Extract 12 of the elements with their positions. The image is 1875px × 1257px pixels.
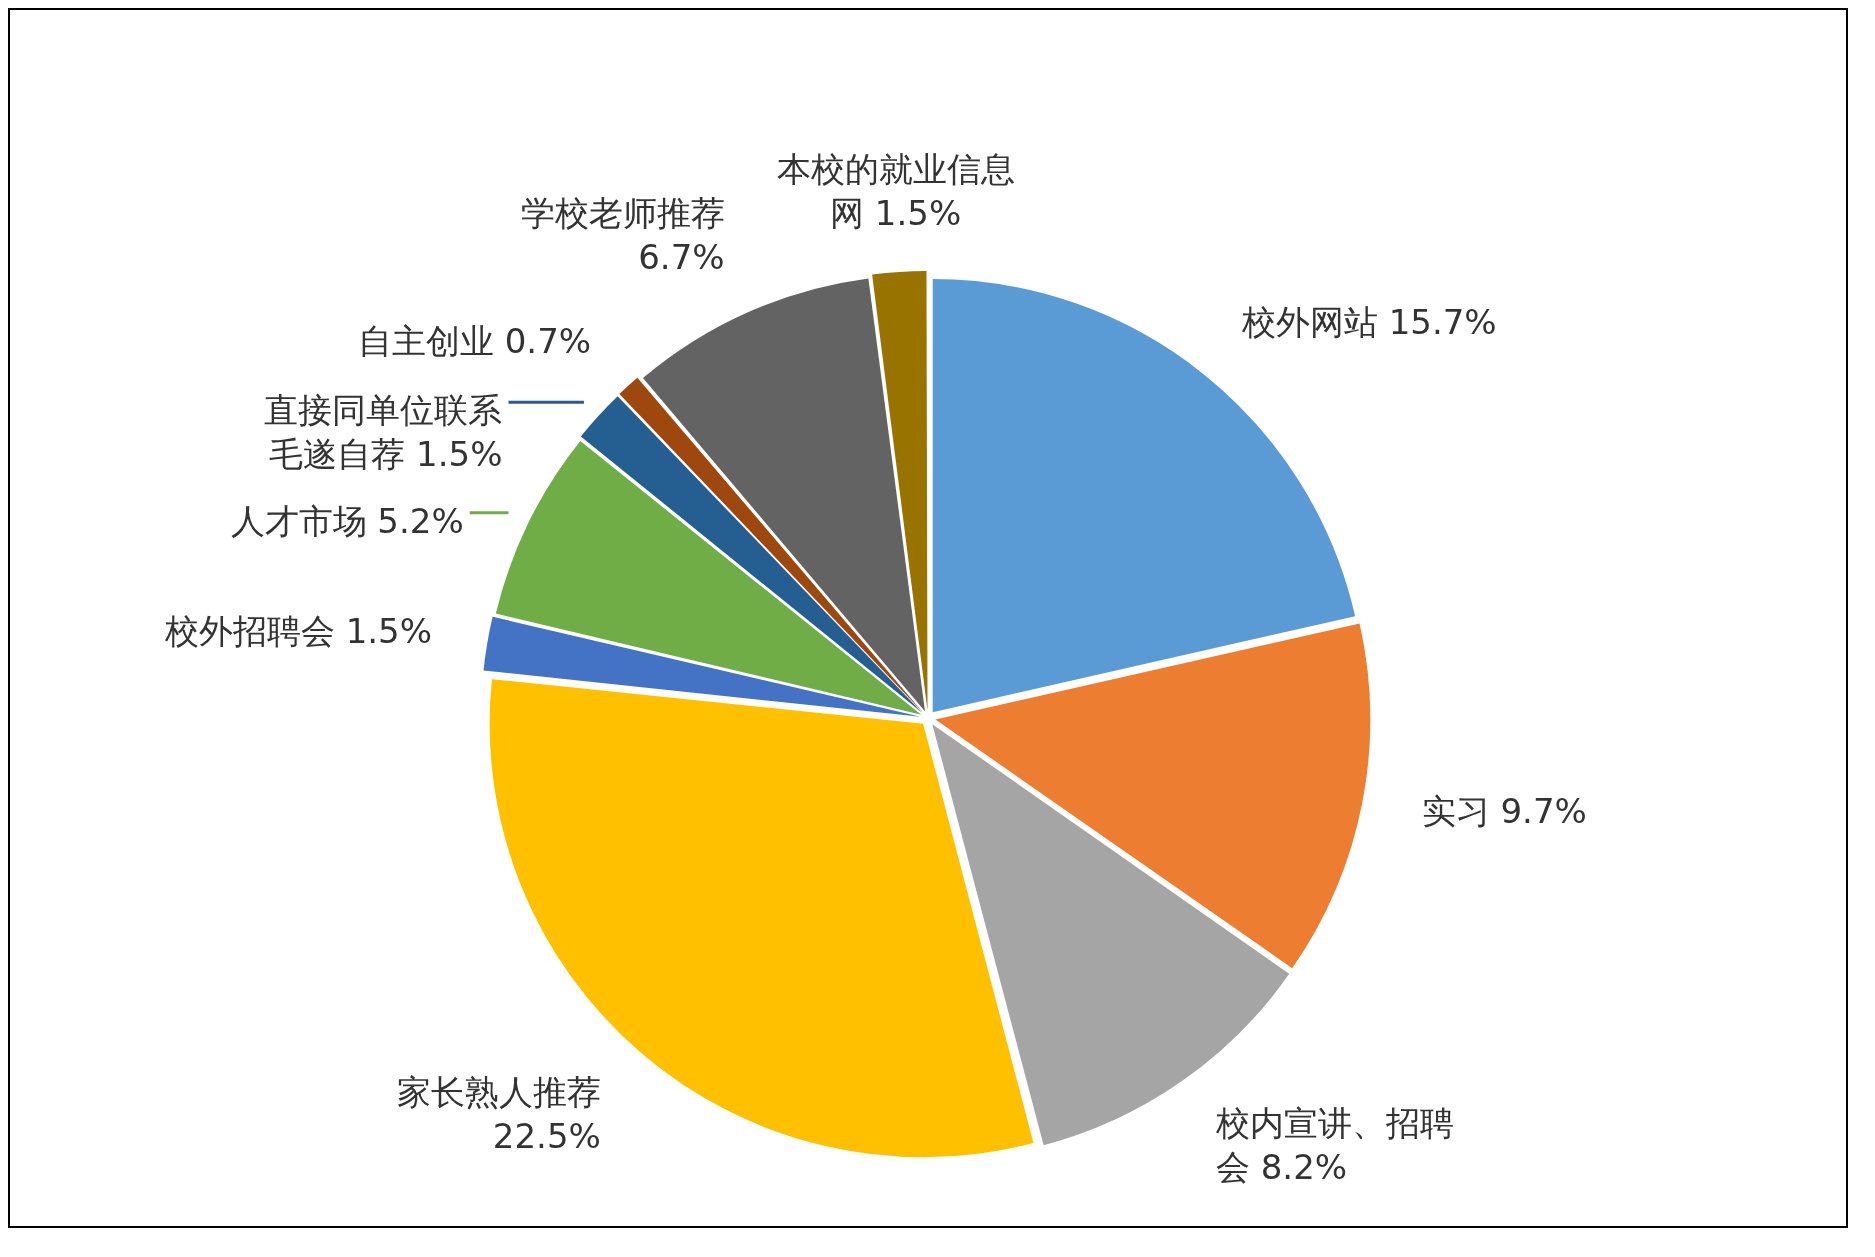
slice-label: 校外招聘会 1.5% [163, 611, 433, 652]
slice-label: 学校老师推荐 [520, 192, 725, 233]
data-label: 22.5% [492, 1115, 601, 1156]
data-label: 6.7% [638, 236, 725, 277]
slice-label: 校外网站 15.7% [1240, 301, 1497, 342]
slice-label: 人才市场 5.2% [230, 501, 464, 542]
slice-label: 校内宣讲、招聘会 8.2% [1214, 1103, 1454, 1188]
slice-label: 家长熟人推荐 [396, 1071, 601, 1112]
slice-label: 实习 9.7% [1421, 791, 1587, 832]
slice-label: 本校的就业信息网 1.5% [776, 148, 1015, 233]
slice-label: 直接同单位联系毛遂自荐 1.5% [264, 389, 503, 474]
slice-label: 自主创业 0.7% [357, 321, 592, 362]
